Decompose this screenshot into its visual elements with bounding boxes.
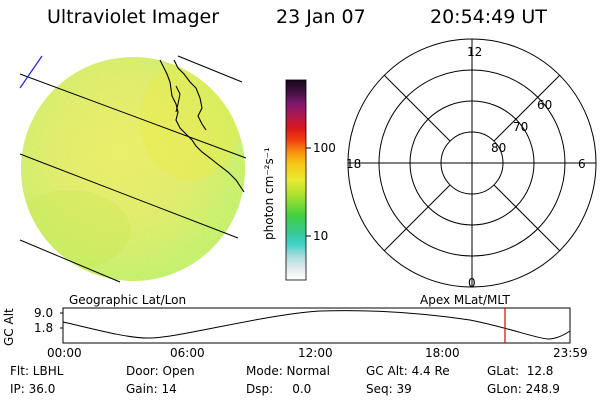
mlt-6-label: 6 [578,157,586,171]
mlt-12-label: 12 [467,45,483,59]
geographic-label: Geographic Lat/Lon [69,293,187,307]
gc-alt-axis-label: GC Alt [2,308,16,346]
date-label: 23 Jan 07 [276,6,366,28]
gain-info: Gain: 14 [126,382,177,396]
uv-image-disk [21,57,245,281]
glon-info: GLon: 248.9 [487,382,560,396]
alt-max-label: 9.0 [34,306,54,320]
dsp-info: Dsp: 0.0 [246,382,312,396]
colorbar-unit-label: photon cm⁻²s⁻¹ [262,147,276,240]
x-tick-0600: 06:00 [170,346,205,360]
apex-label: Apex MLat/MLT [420,293,510,307]
seq-info: Seq: 39 [366,382,412,396]
glat-info: GLat: 12.8 [487,364,554,378]
mlat-60-label: 60 [537,98,553,112]
flt-info: Flt: LBHL [10,364,64,378]
alt-min-label: 1.8 [34,321,54,335]
gc-alt-info: GC Alt: 4.4 Re [366,364,450,378]
altitude-curve [62,310,571,340]
mode-info: Mode: Normal [246,364,330,378]
mlt-18-label: 18 [346,157,362,171]
coastline [159,59,245,193]
mlat-80-label: 80 [491,141,507,155]
x-tick-2359: 23:59 [553,346,588,360]
mlat-70-label: 70 [513,120,529,134]
color-bar [285,79,307,281]
x-tick-0000: 00:00 [47,346,82,360]
mlt-0-label: 0 [468,276,476,290]
colorbar-tick-100: 100 [313,141,336,155]
colorbar-tick-10: 10 [313,229,329,243]
time-label: 20:54:49 UT [430,6,547,28]
altitude-plot-frame [62,307,571,344]
x-tick-1200: 12:00 [298,346,333,360]
door-info: Door: Open [126,364,195,378]
x-tick-1800: 18:00 [425,346,460,360]
instrument-title: Ultraviolet Imager [47,6,220,28]
polar-grid [347,38,597,288]
ip-info: IP: 36.0 [10,382,56,396]
